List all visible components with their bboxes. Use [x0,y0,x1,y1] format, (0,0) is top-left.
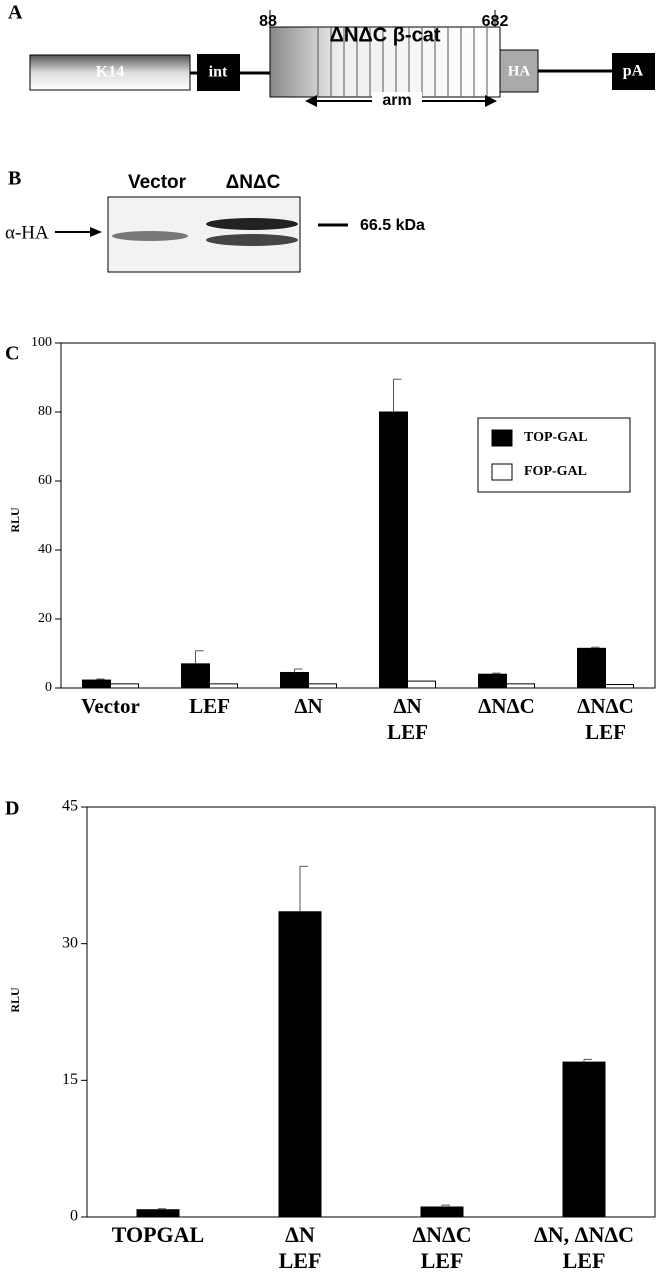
error-bar [591,646,600,649]
bar [110,683,139,689]
bar [278,911,322,1218]
promoter-label: K14 [96,64,124,81]
x-tick-label: LEF [387,720,428,744]
y-tick-label: 100 [31,335,52,350]
bar [605,684,634,689]
legend-swatch [491,463,513,481]
x-tick-label: ΔN, ΔNΔC [534,1222,634,1247]
bar [181,663,210,689]
y-tick-label: 30 [62,934,78,951]
x-tick-label: ΔNΔC [577,694,634,718]
x-tick-label: LEF [189,694,230,718]
error-bar [96,678,105,681]
insert-label: ΔNΔC β-cat [330,24,441,46]
y-tick-label: 15 [62,1071,78,1088]
x-tick-label: LEF [585,720,626,744]
x-tick-label: ΔN [294,694,322,718]
bar [209,683,238,689]
bar [478,673,507,689]
intron-box [197,54,240,91]
bar [136,1209,180,1218]
lane-label: Vector [128,172,187,193]
arrowhead [90,227,102,237]
blot-band [206,234,298,246]
legend-label: TOP-GAL [524,430,588,445]
promoter-box [29,54,191,91]
panel-label: A [8,2,23,24]
antibody-label: α-HA [5,222,49,243]
error-bar [393,378,402,412]
bar [577,647,606,689]
x-tick-label: LEF [279,1248,322,1273]
x-tick-label: ΔN [393,694,421,718]
panel-label: D [5,798,19,820]
x-tick-label: ΔNΔC [478,694,535,718]
x-tick-label: LEF [421,1248,464,1273]
blot-band [112,231,188,241]
tag-label: HA [508,63,531,79]
error-bar [299,865,308,912]
end-label: 682 [482,13,509,30]
legend-label: FOP-GAL [524,464,587,479]
panel-label: B [8,168,21,190]
marker-label: 66.5 kDa [360,217,425,234]
plot-frame [86,806,656,1218]
bar [82,679,111,689]
y-tick-label: 45 [62,798,78,815]
x-tick-label: Vector [81,694,140,718]
lane-label: ΔNΔC [226,172,281,193]
y-tick-label: 20 [38,611,52,626]
start-label: 88 [259,13,277,30]
error-bar [157,1208,166,1210]
x-tick-label: ΔNΔC [412,1222,471,1247]
plot-frame [60,342,656,689]
arm-repeats [317,27,488,97]
arm-label: arm [382,92,411,109]
bar [280,671,309,689]
legend-swatch [491,429,513,447]
tag-box [499,49,539,93]
y-tick-label: 60 [38,473,52,488]
y-axis-label: RLU [8,987,22,1013]
bar [506,683,535,689]
y-tick-label: 0 [70,1208,78,1225]
y-tick-label: 40 [38,542,52,557]
bar [308,683,337,689]
bar [420,1206,464,1218]
intron-label: int [209,64,228,81]
x-tick-label: ΔN [285,1222,315,1247]
y-tick-label: 80 [38,404,52,419]
bar [562,1061,606,1218]
error-bar [583,1058,592,1063]
legend-box [477,417,631,493]
polya-label: pA [623,63,644,80]
error-bar [195,650,204,664]
bar [379,411,408,689]
panel-label: C [5,343,19,365]
polya-box [612,53,655,90]
y-axis-label: RLU [8,507,22,533]
blot-band [206,218,298,230]
x-tick-label: LEF [563,1248,606,1273]
x-tick-label: TOPGAL [112,1222,205,1247]
error-bar [294,668,303,673]
bar [407,680,436,689]
error-bar [441,1204,450,1207]
error-bar [492,672,501,675]
arm-label-bg [372,92,422,110]
y-tick-label: 0 [45,680,52,695]
